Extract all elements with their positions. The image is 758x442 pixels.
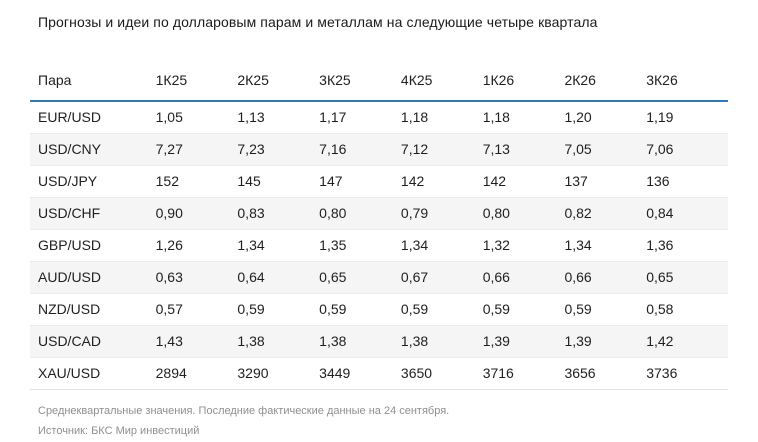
pair-cell: GBP/USD — [30, 229, 156, 262]
table-row: USD/CAD 1,43 1,38 1,38 1,38 1,39 1,39 1,42 — [30, 325, 728, 358]
table-row: NZD/USD 0,57 0,59 0,59 0,59 0,59 0,59 0,58 — [30, 293, 728, 326]
value-cell: 0,65 — [646, 261, 728, 294]
column-header-quarter: 2К26 — [564, 66, 647, 102]
value-cell: 0,67 — [400, 261, 483, 294]
value-cell: 0,63 — [155, 261, 238, 294]
value-cell: 0,79 — [400, 197, 483, 230]
forecast-table-page: Прогнозы и идеи по долларовым парам и ме… — [30, 14, 728, 437]
source-text: Источник: БКС Мир инвестиций — [38, 424, 200, 437]
table-row: USD/CNY 7,27 7,23 7,16 7,12 7,13 7,05 7,06 — [30, 133, 728, 166]
value-cell: 1,26 — [155, 229, 238, 262]
value-cell: 1,38 — [319, 325, 401, 358]
value-cell: 0,59 — [400, 293, 483, 326]
value-cell: 1,38 — [400, 325, 483, 358]
value-cell: 0,82 — [564, 197, 647, 230]
pair-cell: NZD/USD — [30, 293, 156, 326]
value-cell: 1,42 — [646, 325, 728, 358]
value-cell: 0,64 — [237, 261, 320, 294]
value-cell: 0,65 — [319, 261, 401, 294]
value-cell: 0,59 — [237, 293, 320, 326]
value-cell: 1,13 — [237, 101, 320, 134]
value-cell: 1,43 — [155, 325, 238, 358]
table-header-row: Пара 1К25 2К25 3К25 4К25 1К26 2К26 3К26 — [30, 66, 728, 102]
value-cell: 0,59 — [319, 293, 401, 326]
value-cell: 7,27 — [155, 133, 238, 166]
value-cell: 0,57 — [155, 293, 238, 326]
value-cell: 137 — [564, 165, 647, 198]
value-cell: 7,23 — [237, 133, 320, 166]
table-row: GBP/USD 1,26 1,34 1,35 1,34 1,32 1,34 1,36 — [30, 229, 728, 262]
pair-cell: XAU/USD — [30, 357, 156, 390]
value-cell: 0,66 — [564, 261, 647, 294]
forecast-table: Пара 1К25 2К25 3К25 4К25 1К26 2К26 3К26 EUR/USD… — [30, 66, 728, 390]
pair-cell: USD/CAD — [30, 325, 156, 358]
value-cell: 0,83 — [237, 197, 320, 230]
value-cell: 0,90 — [155, 197, 238, 230]
value-cell: 1,34 — [400, 229, 483, 262]
value-cell: 3716 — [482, 357, 565, 390]
value-cell: 3449 — [319, 357, 401, 390]
value-cell: 142 — [482, 165, 565, 198]
value-cell: 0,59 — [482, 293, 565, 326]
footnotes-block: Среднеквартальные значения. Последние фа… — [38, 402, 728, 442]
value-cell: 1,05 — [155, 101, 238, 134]
pair-cell: USD/CNY — [30, 133, 156, 166]
page-title: Прогнозы и идеи по долларовым парам и ме… — [38, 14, 598, 30]
column-header-quarter: 4К25 — [400, 66, 483, 102]
column-header-quarter: 2К25 — [237, 66, 320, 102]
table-header: Пара 1К25 2К25 3К25 4К25 1К26 2К26 3К26 — [30, 66, 728, 102]
value-cell: 0,66 — [482, 261, 565, 294]
value-cell: 1,20 — [564, 101, 647, 134]
value-cell: 1,17 — [319, 101, 401, 134]
value-cell: 152 — [155, 165, 238, 198]
value-cell: 0,80 — [482, 197, 565, 230]
value-cell: 142 — [400, 165, 483, 198]
value-cell: 1,32 — [482, 229, 565, 262]
column-header-pair: Пара — [30, 66, 156, 102]
column-header-quarter: 3К26 — [646, 66, 728, 102]
value-cell: 3656 — [564, 357, 647, 390]
value-cell: 1,18 — [482, 101, 565, 134]
value-cell: 1,19 — [646, 101, 728, 134]
value-cell: 7,05 — [564, 133, 647, 166]
pair-cell: EUR/USD — [30, 101, 156, 134]
value-cell: 3290 — [237, 357, 320, 390]
value-cell: 0,59 — [564, 293, 647, 326]
value-cell: 1,34 — [237, 229, 320, 262]
value-cell: 3650 — [400, 357, 483, 390]
value-cell: 0,58 — [646, 293, 728, 326]
table-row: USD/CHF 0,90 0,83 0,80 0,79 0,80 0,82 0,84 — [30, 197, 728, 230]
value-cell: 3736 — [646, 357, 728, 390]
table-row: USD/JPY 152 145 147 142 142 137 136 — [30, 165, 728, 198]
value-cell: 1,39 — [564, 325, 647, 358]
table-row: XAU/USD 2894 3290 3449 3650 3716 3656 3736 — [30, 357, 728, 390]
value-cell: 2894 — [155, 357, 238, 390]
pair-cell: USD/CHF — [30, 197, 156, 230]
value-cell: 1,34 — [564, 229, 647, 262]
table-row: AUD/USD 0,63 0,64 0,65 0,67 0,66 0,66 0,65 — [30, 261, 728, 294]
pair-cell: USD/JPY — [30, 165, 156, 198]
value-cell: 1,36 — [646, 229, 728, 262]
value-cell: 1,35 — [319, 229, 401, 262]
column-header-quarter: 1К25 — [155, 66, 238, 102]
value-cell: 7,06 — [646, 133, 728, 166]
table-body: EUR/USD 1,05 1,13 1,17 1,18 1,18 1,20 1,19 USD/C… — [30, 101, 728, 390]
value-cell: 147 — [319, 165, 401, 198]
column-header-quarter: 1К26 — [482, 66, 565, 102]
footnote-text: Среднеквартальные значения. Последние фа… — [38, 405, 450, 417]
value-cell: 136 — [646, 165, 728, 198]
value-cell: 7,13 — [482, 133, 565, 166]
value-cell: 0,80 — [319, 197, 401, 230]
column-header-quarter: 3К25 — [319, 66, 401, 102]
table-row: EUR/USD 1,05 1,13 1,17 1,18 1,18 1,20 1,19 — [30, 101, 728, 134]
value-cell: 7,16 — [319, 133, 401, 166]
value-cell: 1,39 — [482, 325, 565, 358]
value-cell: 1,18 — [400, 101, 483, 134]
value-cell: 0,84 — [646, 197, 728, 230]
pair-cell: AUD/USD — [30, 261, 156, 294]
value-cell: 1,38 — [237, 325, 320, 358]
value-cell: 145 — [237, 165, 320, 198]
value-cell: 7,12 — [400, 133, 483, 166]
